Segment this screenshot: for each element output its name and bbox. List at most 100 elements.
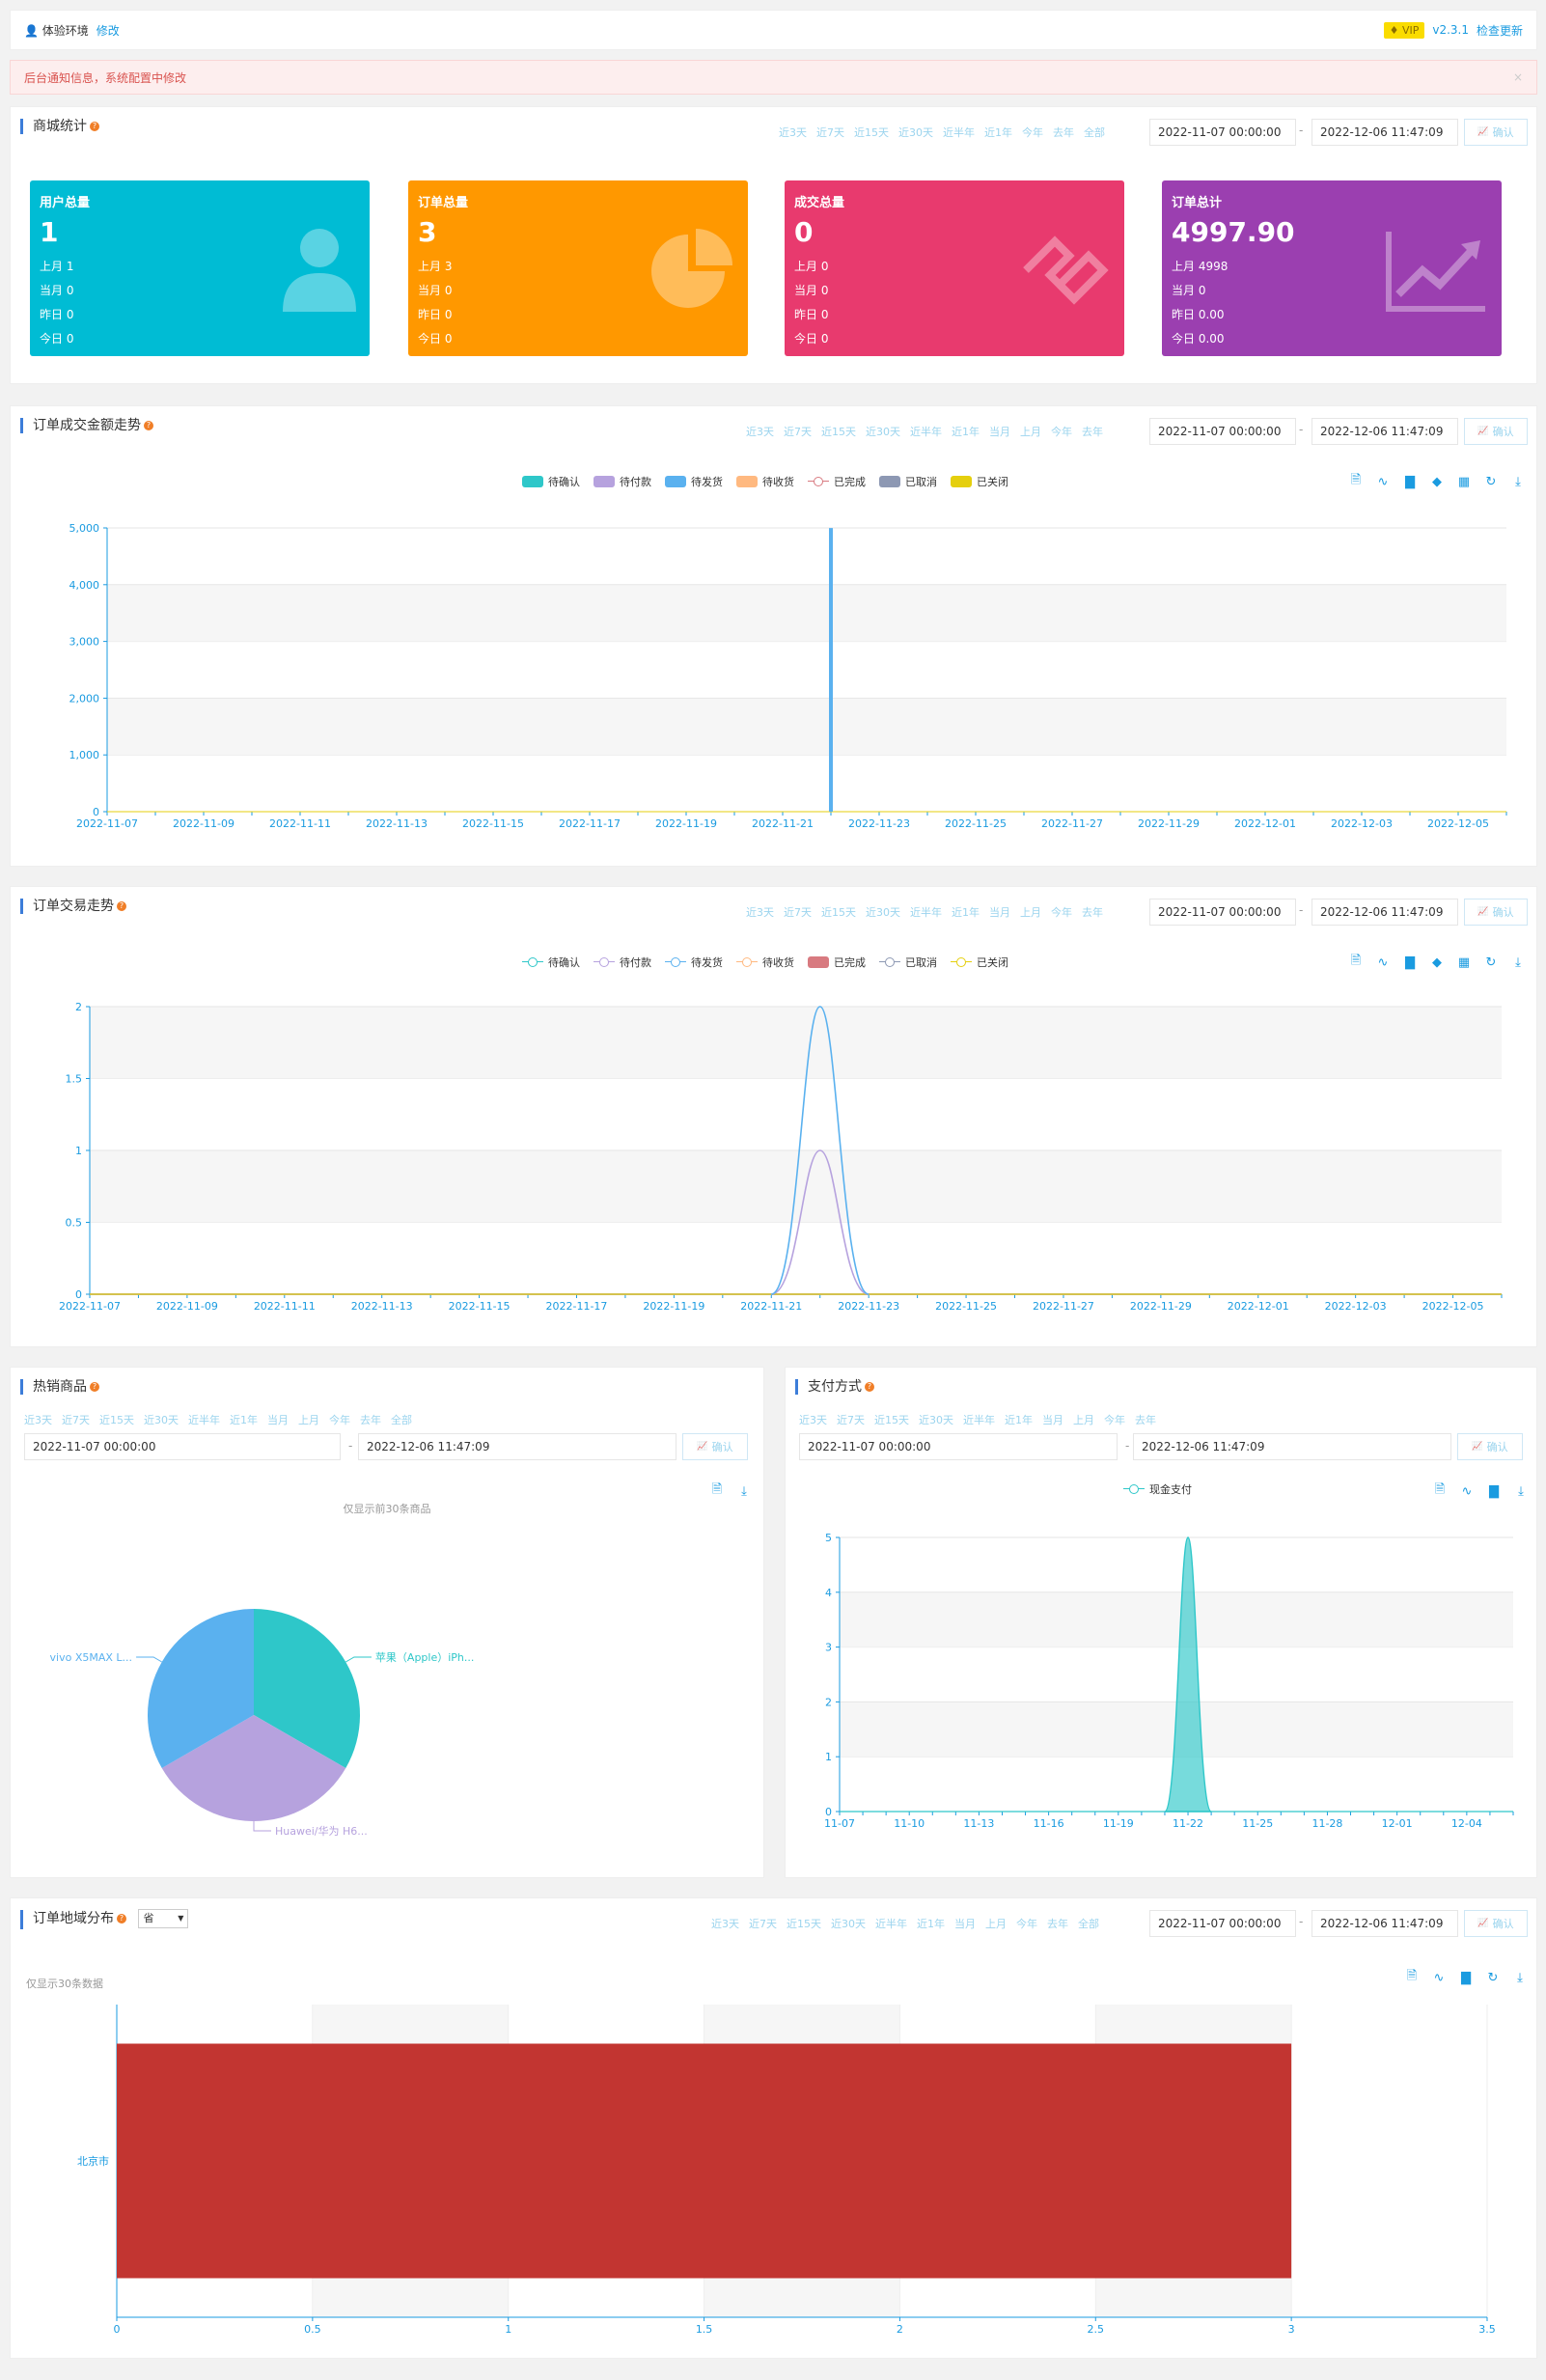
start-date-input[interactable]: 2022-11-07 00:00:00 <box>1149 899 1296 926</box>
end-date-input[interactable]: 2022-12-06 11:47:09 <box>1311 418 1458 445</box>
help-icon[interactable]: ? <box>117 901 126 911</box>
range-option[interactable]: 今年 <box>1051 906 1072 919</box>
range-option[interactable]: 今年 <box>1016 1918 1037 1930</box>
range-option[interactable]: 近半年 <box>910 906 942 919</box>
legend-item[interactable]: 已取消 <box>879 474 937 489</box>
range-option[interactable]: 当月 <box>989 906 1010 919</box>
legend-item[interactable]: 待发货 <box>665 474 723 489</box>
range-option[interactable]: 全部 <box>1084 126 1105 139</box>
range-option[interactable]: 近7天 <box>784 906 812 919</box>
range-option[interactable]: 近3天 <box>746 906 774 919</box>
tiled-icon[interactable]: ▦ <box>1457 474 1471 489</box>
range-option[interactable]: 近30天 <box>831 1918 866 1930</box>
range-option[interactable]: 近1年 <box>952 426 980 438</box>
line-chart-icon[interactable]: ∿ <box>1461 1483 1473 1499</box>
province-select[interactable]: 省 ▼ <box>138 1909 189 1928</box>
range-option[interactable]: 今年 <box>1051 426 1072 438</box>
range-option[interactable]: 近1年 <box>952 906 980 919</box>
restore-icon[interactable]: ↻ <box>1485 955 1497 970</box>
tiled-icon[interactable]: ▦ <box>1457 955 1471 970</box>
download-icon[interactable]: ⤓ <box>1517 1970 1523 1985</box>
range-option[interactable]: 近15天 <box>99 1414 134 1426</box>
bar-chart-icon[interactable]: ▇ <box>1405 474 1415 489</box>
range-option[interactable]: 当月 <box>989 426 1010 438</box>
end-date-input[interactable]: 2022-12-06 11:47:09 <box>358 1433 676 1460</box>
range-option[interactable]: 近3天 <box>746 426 774 438</box>
range-option[interactable]: 近半年 <box>875 1918 907 1930</box>
range-option[interactable]: 近3天 <box>24 1414 52 1426</box>
start-date-input[interactable]: 2022-11-07 00:00:00 <box>24 1433 341 1460</box>
range-option[interactable]: 近30天 <box>898 126 933 139</box>
range-option[interactable]: 近7天 <box>62 1414 90 1426</box>
range-option[interactable]: 近30天 <box>866 906 900 919</box>
help-icon[interactable]: ? <box>144 421 153 430</box>
end-date-input[interactable]: 2022-12-06 11:47:09 <box>1311 119 1458 146</box>
range-option[interactable]: 去年 <box>360 1414 381 1426</box>
stat-card[interactable]: 订单总计 4997.90 上月 4998 当月 0 昨日 0.00 今日 0.00 <box>1162 180 1502 356</box>
range-option[interactable]: 近半年 <box>943 126 975 139</box>
end-date-input[interactable]: 2022-12-06 11:47:09 <box>1311 1910 1458 1937</box>
confirm-button[interactable]: 📈 确认 <box>1464 1910 1528 1937</box>
line-chart-icon[interactable]: ∿ <box>1377 955 1389 970</box>
range-option[interactable]: 近1年 <box>917 1918 945 1930</box>
legend-item[interactable]: 现金支付 <box>1123 1481 1192 1497</box>
range-option[interactable]: 今年 <box>329 1414 350 1426</box>
stat-card[interactable]: 用户总量 1 上月 1 当月 0 昨日 0 今日 0 <box>30 180 370 356</box>
range-option[interactable]: 上月 <box>985 1918 1007 1930</box>
range-option[interactable]: 上月 <box>1073 1414 1094 1426</box>
range-option[interactable]: 近半年 <box>910 426 942 438</box>
check-update-link[interactable]: 检查更新 <box>1476 23 1523 38</box>
legend-item[interactable]: 待确认 <box>522 955 580 970</box>
data-view-icon[interactable]: 🗎 <box>711 1482 723 1497</box>
end-date-input[interactable]: 2022-12-06 11:47:09 <box>1311 899 1458 926</box>
range-option[interactable]: 近1年 <box>1005 1414 1033 1426</box>
help-icon[interactable]: ? <box>865 1382 874 1392</box>
range-option[interactable]: 去年 <box>1082 906 1103 919</box>
legend-item[interactable]: 已取消 <box>879 955 937 970</box>
line-chart-icon[interactable]: ∿ <box>1377 474 1389 489</box>
range-option[interactable]: 全部 <box>391 1414 412 1426</box>
range-option[interactable]: 去年 <box>1135 1414 1156 1426</box>
confirm-button[interactable]: 📈 确认 <box>1464 899 1528 926</box>
legend-item[interactable]: 待发货 <box>665 955 723 970</box>
range-option[interactable]: 上月 <box>1020 426 1041 438</box>
range-option[interactable]: 近半年 <box>963 1414 995 1426</box>
range-option[interactable]: 当月 <box>267 1414 289 1426</box>
range-option[interactable]: 近7天 <box>816 126 844 139</box>
help-icon[interactable]: ? <box>90 1382 99 1392</box>
range-option[interactable]: 今年 <box>1104 1414 1125 1426</box>
range-option[interactable]: 近1年 <box>984 126 1012 139</box>
start-date-input[interactable]: 2022-11-07 00:00:00 <box>799 1433 1118 1460</box>
range-option[interactable]: 今年 <box>1022 126 1043 139</box>
range-option[interactable]: 近30天 <box>919 1414 953 1426</box>
legend-item[interactable]: 待收货 <box>736 474 794 489</box>
data-view-icon[interactable]: 🗎 <box>1350 473 1362 487</box>
legend-item[interactable]: 待付款 <box>594 474 651 489</box>
legend-item[interactable]: 待收货 <box>736 955 794 970</box>
confirm-button[interactable]: 📈 确认 <box>1464 418 1528 445</box>
bar-chart-icon[interactable]: ▇ <box>1489 1483 1499 1499</box>
range-option[interactable]: 近15天 <box>854 126 889 139</box>
range-option[interactable]: 全部 <box>1078 1918 1099 1930</box>
confirm-button[interactable]: 📈 确认 <box>1457 1433 1523 1460</box>
start-date-input[interactable]: 2022-11-07 00:00:00 <box>1149 418 1296 445</box>
stack-icon[interactable]: ◆ <box>1432 474 1442 489</box>
range-option[interactable]: 去年 <box>1047 1918 1068 1930</box>
range-option[interactable]: 近1年 <box>230 1414 258 1426</box>
range-option[interactable]: 近7天 <box>837 1414 865 1426</box>
edit-link[interactable]: 修改 <box>96 23 120 38</box>
range-option[interactable]: 近15天 <box>821 426 856 438</box>
download-icon[interactable]: ⤓ <box>1515 955 1521 970</box>
data-view-icon[interactable]: 🗎 <box>1350 954 1362 968</box>
range-option[interactable]: 近3天 <box>711 1918 739 1930</box>
range-option[interactable]: 近7天 <box>749 1918 777 1930</box>
range-option[interactable]: 当月 <box>1042 1414 1063 1426</box>
range-option[interactable]: 近3天 <box>779 126 807 139</box>
legend-item[interactable]: 已关闭 <box>951 474 1008 489</box>
range-option[interactable]: 近15天 <box>787 1918 821 1930</box>
data-view-icon[interactable]: 🗎 <box>1406 1969 1418 1983</box>
range-option[interactable]: 近30天 <box>866 426 900 438</box>
start-date-input[interactable]: 2022-11-07 00:00:00 <box>1149 119 1296 146</box>
range-option[interactable]: 上月 <box>1020 906 1041 919</box>
download-icon[interactable]: ⤓ <box>1515 474 1521 489</box>
